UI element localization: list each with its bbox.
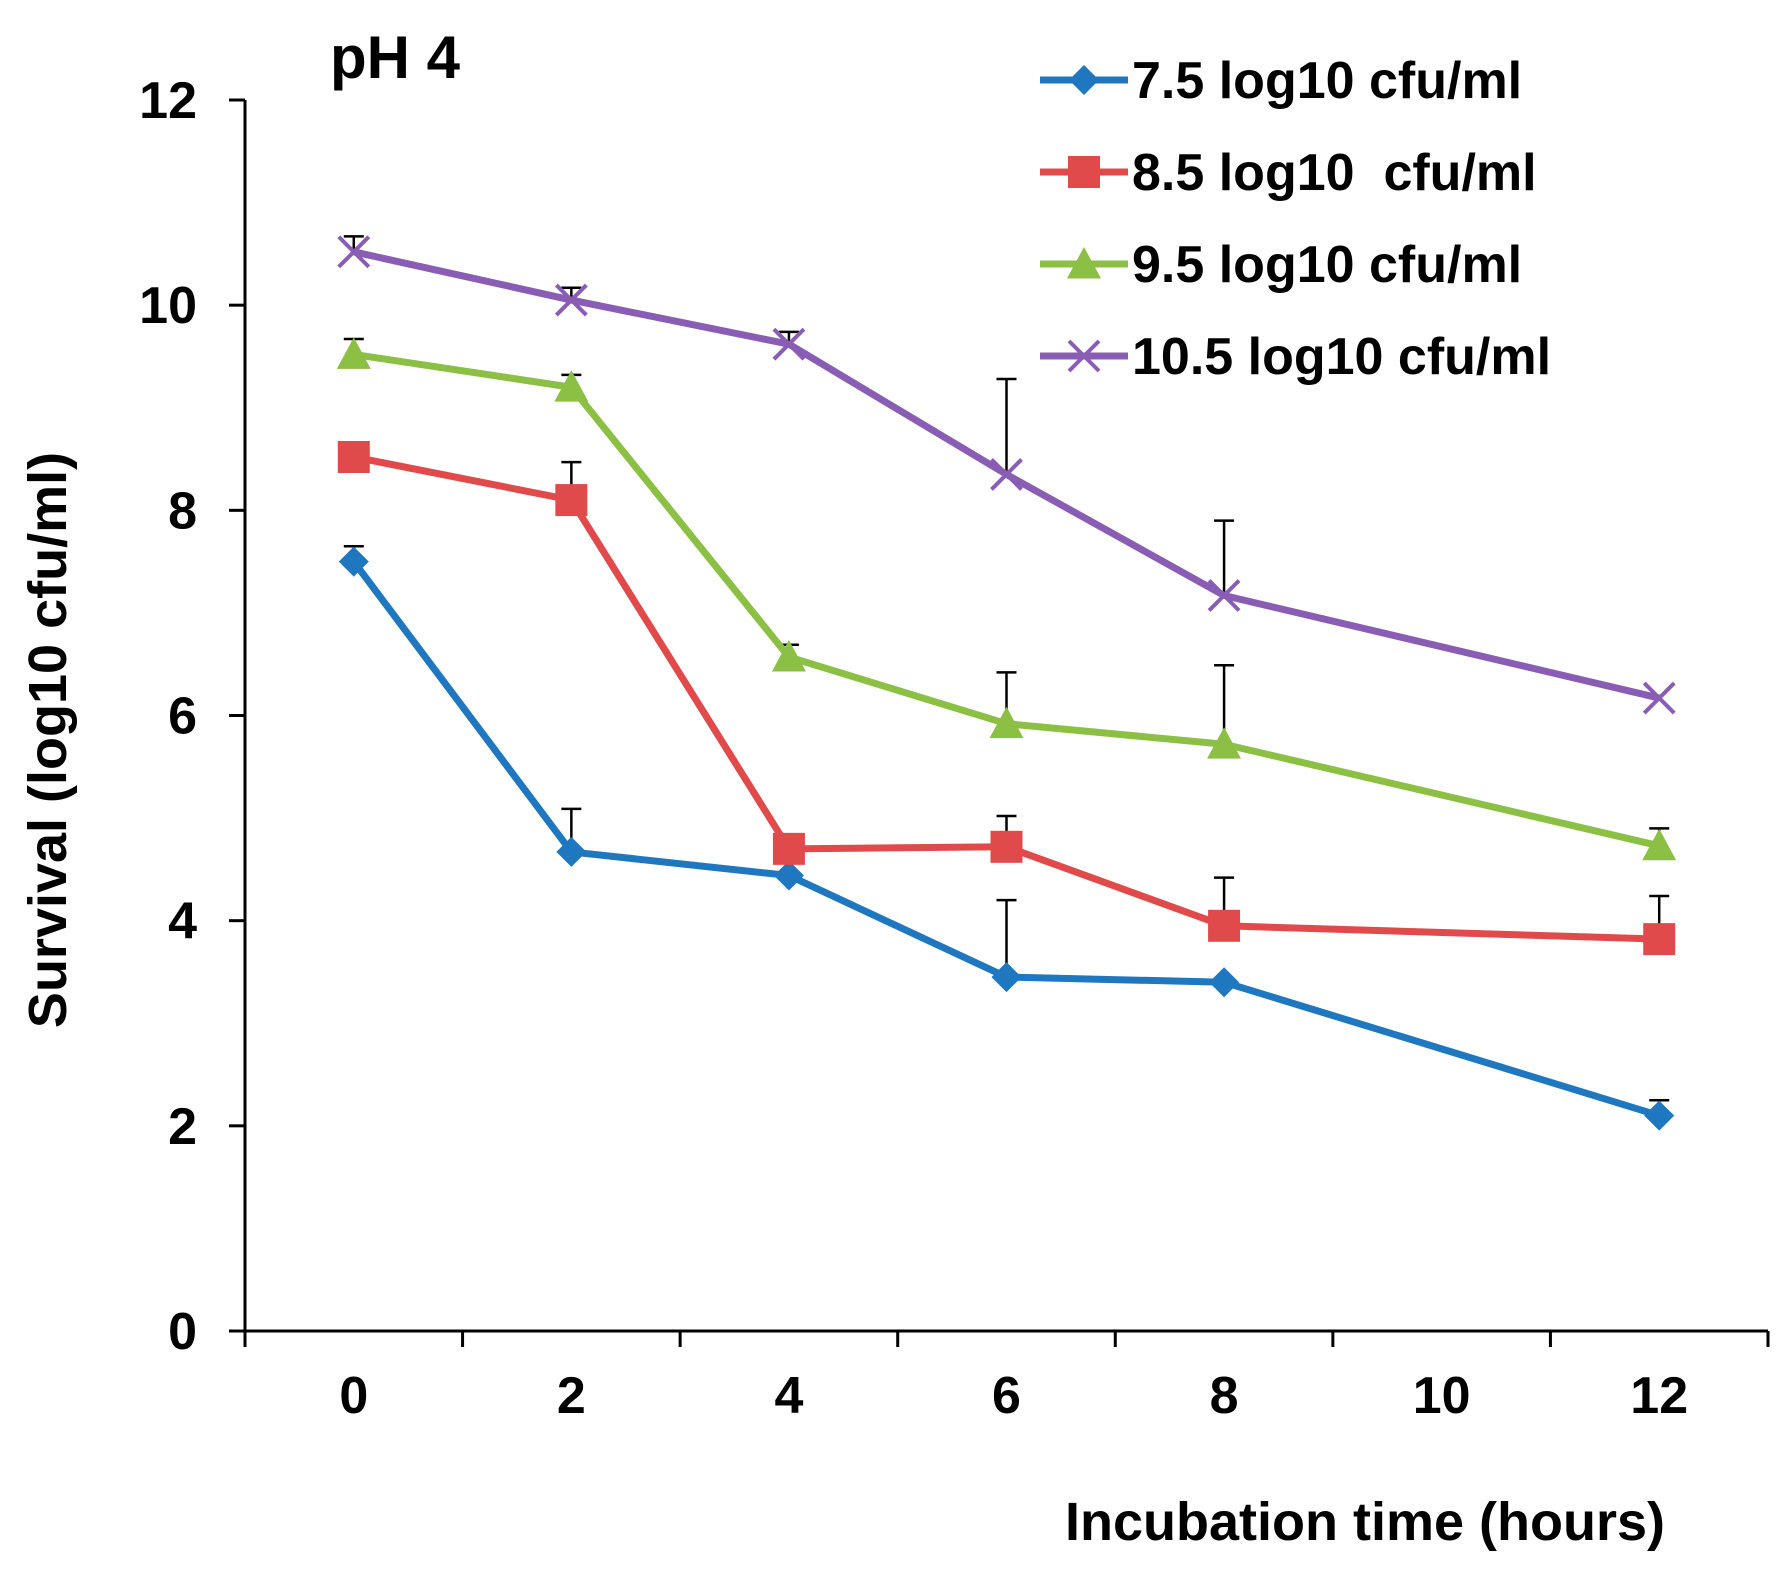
legend: 7.5 log10 cfu/ml 8.5 log10 cfu/ml 9.5 log1… [1040, 52, 1551, 386]
data-point [773, 860, 804, 891]
data-point [556, 836, 587, 867]
legend-label: 10.5 log10 cfu/ml [1132, 328, 1551, 386]
data-point [991, 962, 1022, 993]
legend-swatch-marker [1067, 247, 1101, 279]
legend-label: 7.5 log10 cfu/ml [1132, 52, 1522, 110]
y-tick-label: 12 [139, 72, 197, 130]
data-point [772, 832, 805, 865]
data-point [554, 283, 588, 317]
data-point [772, 327, 806, 361]
data-point [337, 440, 370, 473]
legend-item: 7.5 log10 cfu/ml [1040, 52, 1522, 110]
y-tick-label: 10 [139, 277, 197, 335]
marker-stroke [337, 235, 371, 269]
x-tick-label: 8 [1210, 1367, 1239, 1425]
y-tick-label: 6 [168, 688, 197, 746]
x-axis-title: Incubation time (hours) [1065, 1492, 1665, 1552]
series-line [353, 248, 1661, 702]
data-point [989, 706, 1024, 739]
marker-stroke [772, 327, 806, 361]
data-point [554, 370, 589, 402]
marker-stroke [990, 458, 1023, 491]
legend-item: 10.5 log10 cfu/ml [1040, 328, 1551, 386]
marker-stroke [1642, 681, 1676, 715]
legend-swatch-marker [1069, 65, 1099, 95]
x-tick-label: 4 [774, 1367, 803, 1425]
data-point [1209, 967, 1240, 998]
y-tick-label: 4 [168, 893, 197, 951]
data-point [336, 337, 371, 369]
data-point [338, 546, 369, 577]
data-point [1644, 1100, 1675, 1131]
series-line [353, 350, 1661, 850]
y-tick-label: 0 [168, 1303, 197, 1361]
legend-item: 8.5 log10 cfu/ml [1040, 144, 1537, 202]
marker-stroke [554, 283, 588, 317]
legend-swatch-marker [1068, 156, 1100, 188]
y-tick-label: 2 [168, 1098, 197, 1156]
data-point [1642, 681, 1676, 715]
data-point [990, 458, 1023, 491]
legend-item: 9.5 log10 cfu/ml [1040, 236, 1522, 294]
data-point [1208, 909, 1241, 942]
axes: 0 2 4 6 8 10 12 0 2 4 6 8 10 12 [139, 72, 1770, 1425]
y-axis-title: Survival (log10 cfu/ml) [18, 452, 78, 1028]
x-tick-label: 0 [339, 1367, 368, 1425]
y-tick-label: 8 [168, 482, 197, 540]
series-lines [350, 248, 1661, 1119]
series-line [350, 559, 1661, 1119]
data-point [337, 235, 371, 269]
data-point [1642, 828, 1677, 861]
data-point [1643, 923, 1676, 956]
data-point [1207, 727, 1242, 759]
data-point [555, 484, 588, 517]
x-tick-label: 12 [1630, 1367, 1688, 1425]
x-tick-label: 2 [557, 1367, 586, 1425]
marker-stroke [1207, 579, 1241, 612]
data-point [771, 640, 806, 672]
x-tick-label: 10 [1413, 1367, 1471, 1425]
legend-swatch-marker [1067, 339, 1101, 373]
x-tick-label: 6 [992, 1367, 1021, 1425]
series-markers [336, 235, 1677, 1131]
legend-label: 8.5 log10 cfu/ml [1132, 144, 1537, 202]
chart-title: pH 4 [330, 24, 461, 91]
marker-stroke [1067, 339, 1101, 373]
data-point [1207, 579, 1241, 612]
series-line [353, 453, 1660, 943]
legend-label: 9.5 log10 cfu/ml [1132, 236, 1522, 294]
data-point [990, 830, 1023, 863]
